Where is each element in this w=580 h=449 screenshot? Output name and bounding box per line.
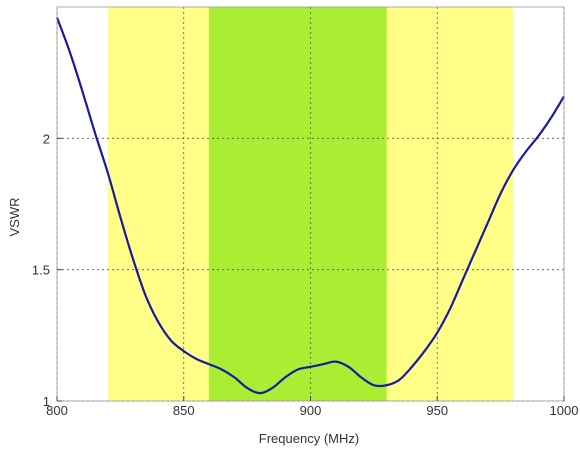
series-layer [55,17,565,395]
x-tick-label-0: 800 [46,403,68,418]
x-tick-label-2: 900 [300,403,322,418]
tick-labels: 800 850 900 950 1000 1 1.5 2 [32,131,579,418]
x-tick-label-3: 950 [426,403,448,418]
y-axis-label: VSWR [7,198,22,237]
y-tick-label-0: 1 [43,394,50,409]
band-1 [209,7,387,401]
axes [56,6,565,402]
y-tick-label-2: 2 [43,131,50,146]
series-line-0 [55,17,565,395]
x-axis-label: Frequency (MHz) [259,431,359,446]
x-tick-label-1: 850 [173,403,195,418]
y-tick-label-1: 1.5 [32,263,50,278]
x-tick-label-4: 1000 [550,403,579,418]
